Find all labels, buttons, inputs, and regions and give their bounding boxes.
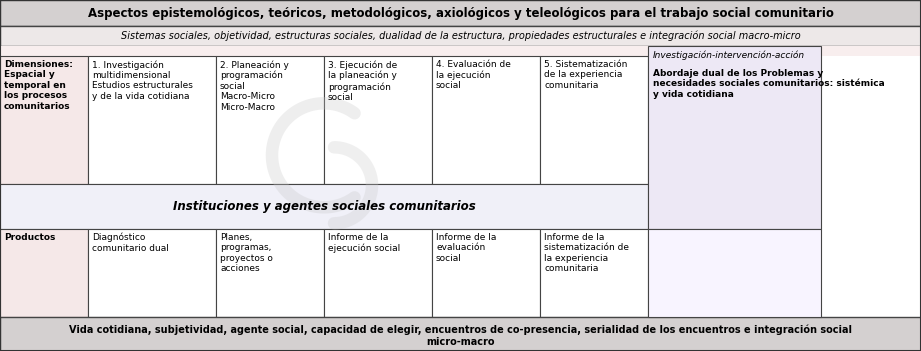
Text: Planes,
programas,
proyectos o
acciones: Planes, programas, proyectos o acciones <box>220 233 273 273</box>
Text: Abordaje dual de los Problemas y
necesidades sociales comunitarios: sistémica
y : Abordaje dual de los Problemas y necesid… <box>653 69 885 99</box>
Text: 4. Evaluación de
la ejecución
social: 4. Evaluación de la ejecución social <box>436 60 511 91</box>
Text: Informe de la
sistematización de
la experiencia
comunitaria: Informe de la sistematización de la expe… <box>544 233 629 273</box>
Bar <box>0 46 921 56</box>
Text: Vida cotidiana, subjetividad, agente social, capacidad de elegir, encuentros de : Vida cotidiana, subjetividad, agente soc… <box>69 325 852 335</box>
Bar <box>540 56 648 184</box>
Bar <box>648 229 821 317</box>
Text: Informe de la
ejecución social: Informe de la ejecución social <box>328 233 401 253</box>
Text: Sistemas sociales, objetividad, estructuras sociales, dualidad de la estructura,: Sistemas sociales, objetividad, estructu… <box>121 31 800 41</box>
Text: Instituciones y agentes sociales comunitarios: Instituciones y agentes sociales comunit… <box>172 200 475 213</box>
Bar <box>0 184 648 229</box>
Bar <box>0 317 921 351</box>
Text: Aspectos epistemológicos, teóricos, metodológicos, axiológicos y teleológicos pa: Aspectos epistemológicos, teóricos, meto… <box>87 7 834 20</box>
Bar <box>88 56 216 184</box>
Bar <box>432 229 540 317</box>
Bar <box>0 229 88 317</box>
Text: Investigación-intervención-acción: Investigación-intervención-acción <box>653 51 805 60</box>
Text: Dimensiones:
Espacial y
temporal en
los procesos
comunitarios: Dimensiones: Espacial y temporal en los … <box>4 60 73 111</box>
Bar <box>540 229 648 317</box>
Text: Informe de la
evaluación
social: Informe de la evaluación social <box>436 233 496 263</box>
Text: 1. Investigación
multidimensional
Estudios estructurales
y de la vida cotidiana: 1. Investigación multidimensional Estudi… <box>92 60 192 101</box>
Text: Productos: Productos <box>4 233 55 242</box>
Bar <box>0 56 88 184</box>
Bar <box>648 46 821 229</box>
Text: micro-macro: micro-macro <box>426 337 495 347</box>
Bar <box>324 229 432 317</box>
Text: 2. Planeación y
programación
social
Macro-Micro
Micro-Macro: 2. Planeación y programación social Macr… <box>220 60 289 112</box>
Bar <box>88 229 216 317</box>
Bar <box>324 56 432 184</box>
Bar <box>0 0 921 26</box>
Text: 3. Ejecución de
la planeación y
programación
social: 3. Ejecución de la planeación y programa… <box>328 60 397 102</box>
Bar <box>0 26 921 46</box>
Bar <box>216 56 324 184</box>
Bar <box>432 56 540 184</box>
Bar <box>216 229 324 317</box>
Text: 5. Sistematización
de la experiencia
comunitaria: 5. Sistematización de la experiencia com… <box>544 60 627 90</box>
Text: Diagnóstico
comunitario dual: Diagnóstico comunitario dual <box>92 233 169 253</box>
